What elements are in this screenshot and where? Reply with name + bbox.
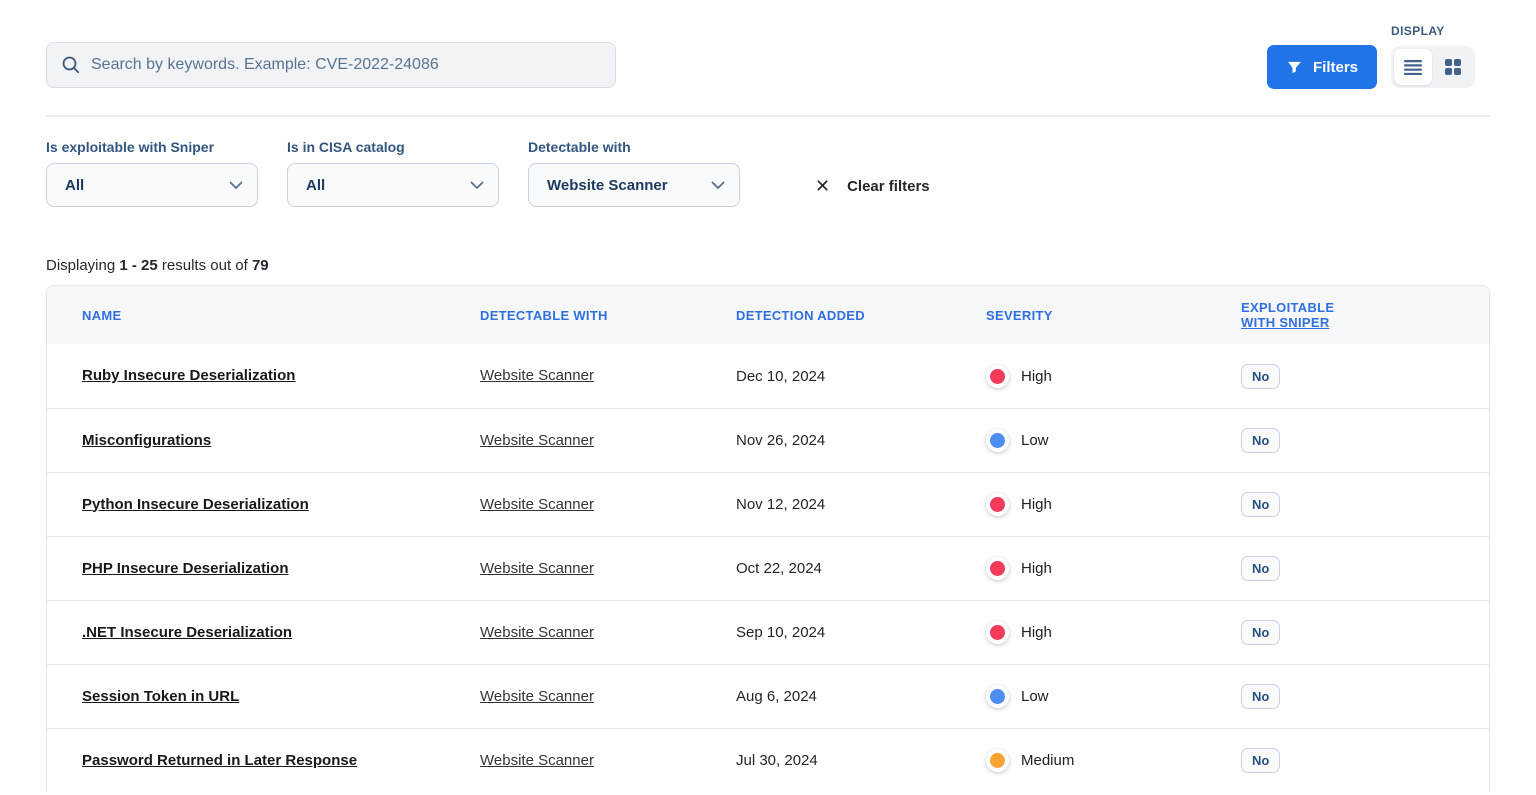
detectable-with-link[interactable]: Website Scanner	[480, 431, 594, 449]
table-row: Ruby Insecure Deserialization Website Sc…	[47, 344, 1489, 408]
summary-range: 1 - 25	[119, 257, 158, 274]
grid-view-icon	[1444, 58, 1462, 76]
vulnerability-name-link[interactable]: Session Token in URL	[82, 687, 240, 705]
column-header-exploitable-with-sniper: EXPLOITABLE WITH SNIPER	[1241, 300, 1489, 330]
severity-label: High	[1021, 496, 1052, 513]
cisa-catalog-select[interactable]: All	[287, 163, 499, 207]
exploitable-with-sniper-badge: No	[1241, 620, 1281, 645]
search-input[interactable]	[91, 56, 601, 74]
exploitable-with-sniper-select[interactable]: All	[46, 163, 258, 207]
severity-dot	[986, 493, 1009, 516]
exploitable-with-sniper-badge: No	[1241, 363, 1281, 389]
exploitable-with-sniper-badge: No	[1241, 748, 1281, 773]
severity-label: Low	[1021, 432, 1049, 449]
select-value: All	[65, 176, 85, 194]
detectable-with-link[interactable]: Website Scanner	[480, 623, 594, 641]
filter-funnel-icon	[1286, 59, 1303, 76]
close-icon: ✕	[815, 176, 831, 196]
detectable-with-link[interactable]: Website Scanner	[480, 687, 594, 705]
vulnerability-name-link[interactable]: Python Insecure Deserialization	[82, 495, 309, 513]
exploitable-with-sniper-badge: No	[1241, 492, 1281, 517]
detectable-with-select[interactable]: Website Scanner	[528, 163, 740, 207]
display-label: DISPLAY	[1391, 24, 1445, 38]
select-value: Website Scanner	[547, 176, 668, 194]
list-view-button[interactable]	[1394, 49, 1432, 85]
results-summary: Displaying 1 - 25 results out of 79	[46, 257, 1490, 274]
list-view-icon	[1403, 59, 1423, 75]
detectable-with-link[interactable]: Website Scanner	[480, 367, 594, 384]
vulnerability-name-link[interactable]: Password Returned in Later Response	[82, 751, 358, 769]
table-row: .NET Insecure Deserialization Website Sc…	[47, 600, 1489, 664]
filter-label: Is in CISA catalog	[287, 139, 405, 155]
exploitable-header-line1: EXPLOITABLE	[1241, 300, 1335, 315]
exploitable-with-sniper-badge: No	[1241, 684, 1281, 709]
column-header-detection-added: DETECTION ADDED	[736, 307, 865, 323]
exploitable-header-tooltip-link[interactable]: WITH SNIPER	[1241, 315, 1330, 330]
severity-dot	[986, 621, 1009, 644]
display-group: DISPLAY	[1391, 24, 1475, 88]
filter-label: Detectable with	[528, 139, 631, 155]
vulnerability-name-link[interactable]: Misconfigurations	[82, 431, 212, 449]
severity-label: High	[1021, 560, 1052, 577]
detectable-with-link[interactable]: Website Scanner	[480, 559, 594, 577]
chevron-down-icon	[229, 181, 243, 190]
table-row: Misconfigurations Website Scanner Nov 26…	[47, 408, 1489, 472]
table-row: Password Returned in Later Response Webs…	[47, 728, 1489, 792]
filters-button-label: Filters	[1312, 58, 1358, 76]
vulnerability-name-link[interactable]: Ruby Insecure Deserialization	[82, 367, 296, 384]
search-box[interactable]	[46, 42, 616, 88]
summary-prefix: Displaying	[46, 257, 116, 274]
vulnerability-name-link[interactable]: .NET Insecure Deserialization	[82, 623, 293, 641]
top-bar: Filters DISPLAY	[46, 0, 1490, 117]
severity-label: Low	[1021, 688, 1049, 705]
summary-total: 79	[251, 257, 269, 274]
severity-dot	[986, 557, 1009, 580]
detection-added-date: Oct 22, 2024	[736, 560, 822, 577]
severity-dot	[986, 364, 1009, 388]
table-row: Python Insecure Deserialization Website …	[47, 472, 1489, 536]
table-row: Session Token in URL Website Scanner Aug…	[47, 664, 1489, 728]
detectable-with-link[interactable]: Website Scanner	[480, 751, 594, 769]
table-row: PHP Insecure Deserialization Website Sca…	[47, 536, 1489, 600]
column-header-detectable-with: DETECTABLE WITH	[480, 307, 608, 323]
view-toggle	[1391, 46, 1475, 88]
clear-filters-button[interactable]: ✕ Clear filters	[815, 177, 930, 195]
filter-label: Is exploitable with Sniper	[46, 139, 215, 155]
detection-added-date: Sep 10, 2024	[736, 624, 826, 641]
filters-button[interactable]: Filters	[1266, 45, 1377, 89]
summary-middle: results out of	[161, 257, 248, 274]
severity-dot	[986, 429, 1009, 452]
detection-added-date: Aug 6, 2024	[736, 688, 817, 705]
vulnerability-name-link[interactable]: PHP Insecure Deserialization	[82, 559, 289, 577]
vulnerabilities-table: NAME DETECTABLE WITH DETECTION ADDED SEV…	[46, 285, 1490, 792]
severity-label: High	[1021, 367, 1052, 385]
column-header-severity: SEVERITY	[986, 307, 1053, 323]
table-header: NAME DETECTABLE WITH DETECTION ADDED SEV…	[47, 286, 1489, 344]
detection-added-date: Dec 10, 2024	[736, 367, 826, 385]
filter-exploitable-with-sniper: Is exploitable with Sniper All	[46, 139, 258, 207]
severity-dot	[986, 749, 1009, 772]
detection-added-date: Nov 26, 2024	[736, 432, 826, 449]
severity-dot	[986, 685, 1009, 708]
filter-cisa-catalog: Is in CISA catalog All	[287, 139, 499, 207]
severity-label: High	[1021, 624, 1052, 641]
select-value: All	[306, 176, 326, 194]
detection-added-date: Jul 30, 2024	[736, 752, 818, 769]
search-icon	[61, 55, 81, 75]
clear-filters-label: Clear filters	[847, 177, 930, 195]
chevron-down-icon	[470, 181, 484, 190]
filter-detectable-with: Detectable with Website Scanner	[528, 139, 740, 207]
filter-bar: Is exploitable with Sniper All Is in CIS…	[46, 117, 1490, 207]
detectable-with-link[interactable]: Website Scanner	[480, 495, 594, 513]
table-body: Ruby Insecure Deserialization Website Sc…	[47, 344, 1489, 792]
detection-added-date: Nov 12, 2024	[736, 496, 826, 513]
column-header-name: NAME	[82, 307, 122, 323]
grid-view-button[interactable]	[1434, 49, 1472, 85]
exploitable-with-sniper-badge: No	[1241, 428, 1281, 453]
chevron-down-icon	[711, 181, 725, 190]
exploitable-with-sniper-badge: No	[1241, 556, 1281, 581]
severity-label: Medium	[1021, 752, 1075, 769]
